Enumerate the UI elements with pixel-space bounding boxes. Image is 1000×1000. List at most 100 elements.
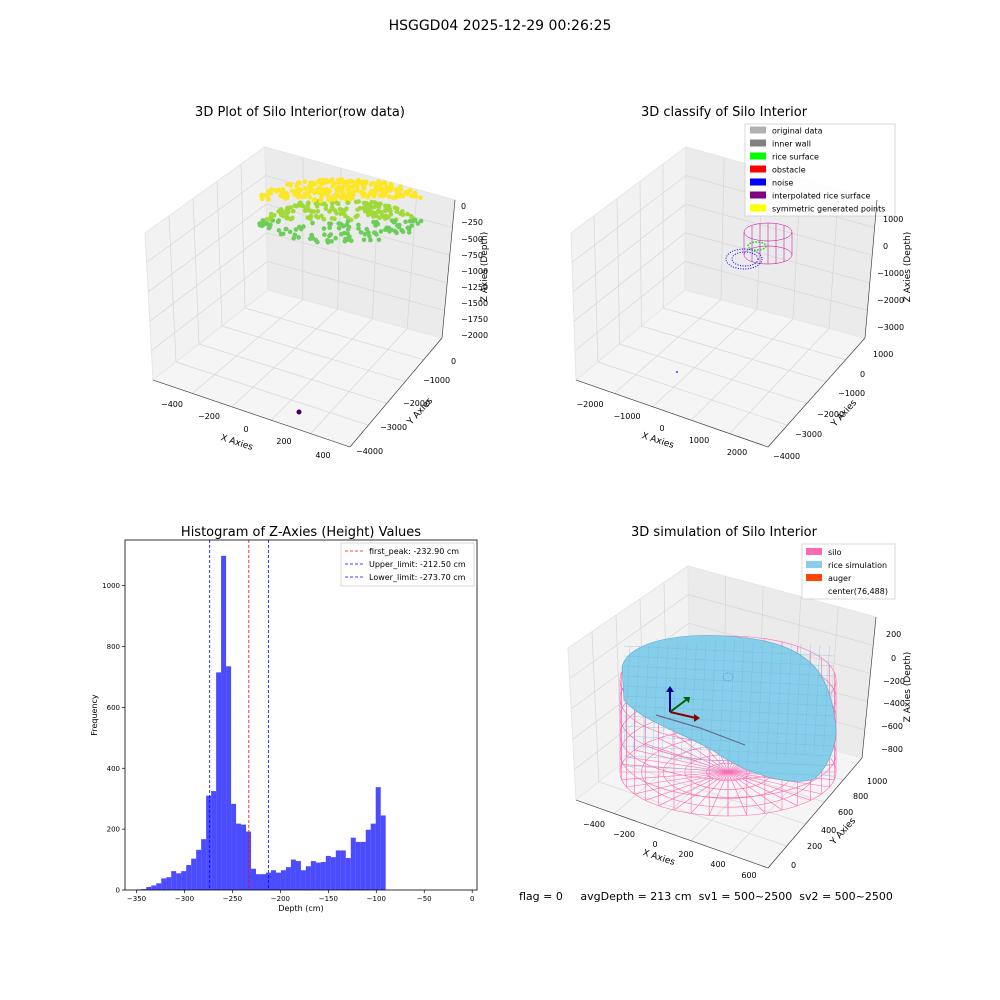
scatter-point: [280, 187, 286, 192]
gridline: [616, 198, 620, 345]
panel4-ytick: 0: [791, 861, 796, 870]
panel1-xtick: −400: [161, 400, 183, 409]
panel4-ytick: 200: [807, 842, 822, 851]
legend-swatch: [750, 204, 766, 212]
legend-label: auger: [828, 574, 852, 583]
scatter-point: [327, 225, 333, 230]
panel-raw-scatter: 3D Plot of Silo Interior(row data) −400 …: [144, 105, 490, 460]
scatter-point: [371, 210, 376, 216]
scatter-point: [358, 230, 364, 235]
scatter-point: [344, 206, 349, 211]
scatter-point: [321, 226, 327, 231]
legend-label: inner wall: [772, 140, 811, 149]
mesh-line: [775, 642, 783, 761]
panel1-scatter-points: [257, 177, 424, 245]
legend-swatch: [750, 191, 766, 199]
scatter-point: [266, 225, 272, 231]
gridline: [267, 261, 445, 311]
scatter-point: [276, 228, 282, 233]
scatter-point: [409, 223, 415, 229]
scatter-point: [361, 237, 367, 243]
scatter-point: [344, 222, 350, 228]
legend-swatch: [750, 165, 766, 173]
scatter-point: [279, 194, 285, 199]
panel4-xlabel: X Axies: [641, 848, 676, 868]
silo-floor-spoke: [634, 749, 729, 773]
legend-label: rice simulation: [828, 561, 887, 570]
panel2-xtick: −1000: [613, 412, 640, 421]
gridline: [621, 763, 806, 825]
scatter-point: [376, 237, 382, 243]
histogram-y-ticks: 0 200 400 600 800 1000: [102, 582, 125, 895]
histogram-xlabel: Depth (cm): [278, 904, 323, 913]
legend-label: symmetric generated points: [772, 205, 885, 214]
mesh-line: [642, 645, 650, 753]
gridline: [573, 232, 686, 322]
panel4-ztick: −200: [883, 677, 905, 686]
scatter-point: [334, 187, 340, 193]
scatter-point: [400, 229, 406, 235]
scatter-point: [361, 205, 366, 211]
scatter-point: [384, 185, 390, 191]
panel4-zlabel: Z Axies (Depth): [903, 652, 913, 723]
panel1-z-axis: [441, 199, 456, 339]
y-tick-label: 0: [116, 887, 120, 895]
scatter-point: [288, 205, 293, 210]
panel4-ztick: −400: [883, 699, 905, 708]
panel2-ytick: −1000: [838, 389, 865, 398]
scatter-point: [332, 181, 338, 186]
scatter-point: [295, 194, 301, 200]
silo-floor-spoke: [727, 771, 748, 816]
histogram-bar: [305, 866, 311, 890]
silo-floor-spoke: [626, 771, 729, 788]
scatter-point: [418, 195, 423, 201]
scatter-point: [374, 219, 379, 225]
gridline: [652, 308, 758, 408]
silo-floor-spoke: [727, 771, 798, 806]
histogram-bar: [181, 871, 187, 890]
panel2-ztick: 1000: [883, 215, 903, 224]
scatter-point: [353, 214, 359, 220]
gridline: [690, 318, 794, 421]
scatter-point: [403, 219, 408, 225]
x-tick-label: −250: [223, 895, 242, 903]
legend-label: noise: [772, 179, 793, 188]
histogram-bar: [216, 672, 222, 890]
panel2-z-axis: [864, 199, 878, 339]
histogram-bar: [375, 787, 381, 890]
mesh-line: [652, 644, 659, 755]
panel2-ytick: −4000: [773, 452, 800, 461]
legend-swatch: [750, 126, 766, 134]
scatter-point: [392, 219, 398, 224]
scatter-point: [374, 232, 379, 237]
scatter-point: [325, 193, 331, 199]
legend-label: obstacle: [772, 166, 806, 175]
scatter-point: [346, 191, 351, 197]
scatter-point: [345, 215, 351, 221]
scatter-point: [360, 181, 365, 187]
scatter-point: [385, 215, 391, 220]
gridline: [221, 325, 406, 382]
histogram-bar: [171, 871, 177, 890]
histogram-bar: [330, 857, 336, 890]
scatter-point: [373, 184, 379, 190]
scatter-point: [336, 225, 342, 231]
legend-label: original data: [772, 127, 823, 136]
gridline: [149, 232, 268, 322]
legend-swatch: [750, 178, 766, 186]
histogram-bar: [151, 885, 157, 890]
scatter-point: [392, 205, 398, 211]
histogram-bar: [261, 874, 266, 890]
gridline: [720, 157, 725, 300]
histogram-bar: [295, 861, 301, 890]
panel2-ztick: 0: [883, 242, 888, 251]
scatter-point: [339, 231, 344, 237]
panel2-noise-point: [676, 371, 678, 373]
silo-floor-spoke: [708, 771, 729, 816]
scatter-point: [356, 177, 362, 183]
gridline: [569, 594, 689, 679]
scatter-point: [405, 225, 411, 231]
histogram-bar: [146, 886, 152, 890]
panel1-ztick: −1500: [461, 299, 488, 308]
gridline: [240, 164, 246, 309]
